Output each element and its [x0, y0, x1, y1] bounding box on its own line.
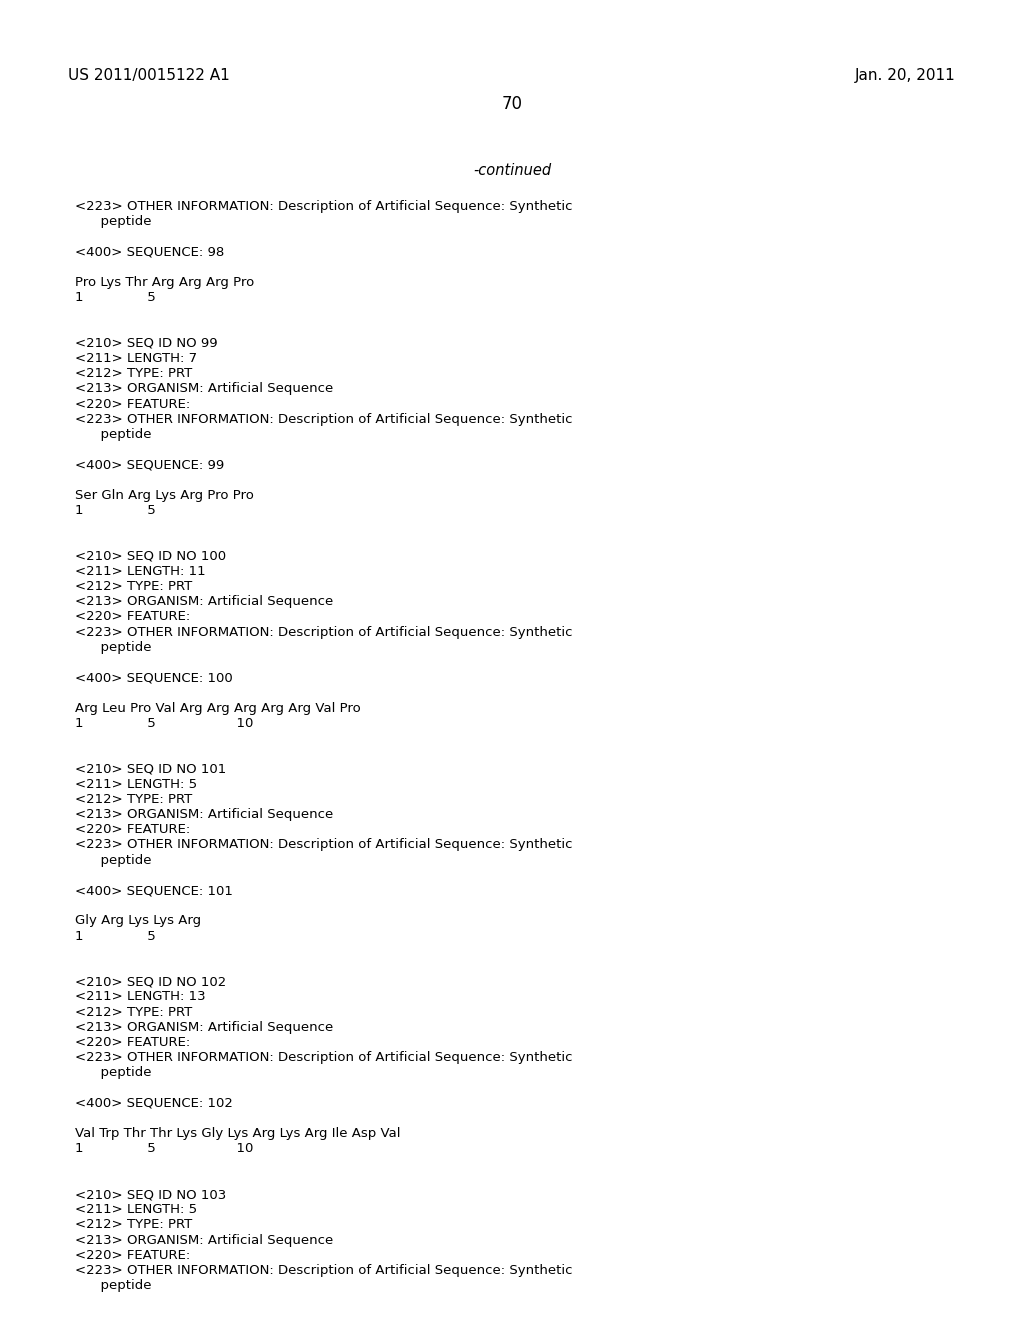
- Text: <223> OTHER INFORMATION: Description of Artificial Sequence: Synthetic: <223> OTHER INFORMATION: Description of …: [75, 1265, 572, 1276]
- Text: <211> LENGTH: 7: <211> LENGTH: 7: [75, 352, 198, 366]
- Text: -continued: -continued: [473, 162, 551, 178]
- Text: <212> TYPE: PRT: <212> TYPE: PRT: [75, 1006, 193, 1019]
- Text: <211> LENGTH: 5: <211> LENGTH: 5: [75, 777, 198, 791]
- Text: peptide: peptide: [75, 1279, 152, 1292]
- Text: 1               5: 1 5: [75, 504, 156, 517]
- Text: Gly Arg Lys Lys Arg: Gly Arg Lys Lys Arg: [75, 915, 201, 928]
- Text: <220> FEATURE:: <220> FEATURE:: [75, 397, 190, 411]
- Text: <223> OTHER INFORMATION: Description of Artificial Sequence: Synthetic: <223> OTHER INFORMATION: Description of …: [75, 201, 572, 213]
- Text: 1               5                   10: 1 5 10: [75, 717, 253, 730]
- Text: <211> LENGTH: 5: <211> LENGTH: 5: [75, 1204, 198, 1216]
- Text: <220> FEATURE:: <220> FEATURE:: [75, 824, 190, 836]
- Text: <220> FEATURE:: <220> FEATURE:: [75, 1036, 190, 1049]
- Text: <210> SEQ ID NO 99: <210> SEQ ID NO 99: [75, 337, 218, 350]
- Text: <213> ORGANISM: Artificial Sequence: <213> ORGANISM: Artificial Sequence: [75, 808, 333, 821]
- Text: <210> SEQ ID NO 100: <210> SEQ ID NO 100: [75, 549, 226, 562]
- Text: <213> ORGANISM: Artificial Sequence: <213> ORGANISM: Artificial Sequence: [75, 1020, 333, 1034]
- Text: Jan. 20, 2011: Jan. 20, 2011: [855, 69, 956, 83]
- Text: <400> SEQUENCE: 99: <400> SEQUENCE: 99: [75, 458, 224, 471]
- Text: <211> LENGTH: 11: <211> LENGTH: 11: [75, 565, 206, 578]
- Text: <212> TYPE: PRT: <212> TYPE: PRT: [75, 793, 193, 805]
- Text: Pro Lys Thr Arg Arg Arg Pro: Pro Lys Thr Arg Arg Arg Pro: [75, 276, 254, 289]
- Text: <220> FEATURE:: <220> FEATURE:: [75, 1249, 190, 1262]
- Text: <213> ORGANISM: Artificial Sequence: <213> ORGANISM: Artificial Sequence: [75, 383, 333, 396]
- Text: peptide: peptide: [75, 215, 152, 228]
- Text: <220> FEATURE:: <220> FEATURE:: [75, 610, 190, 623]
- Text: <211> LENGTH: 13: <211> LENGTH: 13: [75, 990, 206, 1003]
- Text: peptide: peptide: [75, 854, 152, 867]
- Text: <400> SEQUENCE: 101: <400> SEQUENCE: 101: [75, 884, 232, 898]
- Text: <210> SEQ ID NO 101: <210> SEQ ID NO 101: [75, 763, 226, 775]
- Text: 1               5: 1 5: [75, 292, 156, 304]
- Text: <212> TYPE: PRT: <212> TYPE: PRT: [75, 579, 193, 593]
- Text: peptide: peptide: [75, 428, 152, 441]
- Text: 1               5                   10: 1 5 10: [75, 1142, 253, 1155]
- Text: <213> ORGANISM: Artificial Sequence: <213> ORGANISM: Artificial Sequence: [75, 1234, 333, 1246]
- Text: US 2011/0015122 A1: US 2011/0015122 A1: [68, 69, 229, 83]
- Text: <223> OTHER INFORMATION: Description of Artificial Sequence: Synthetic: <223> OTHER INFORMATION: Description of …: [75, 1051, 572, 1064]
- Text: Ser Gln Arg Lys Arg Pro Pro: Ser Gln Arg Lys Arg Pro Pro: [75, 488, 254, 502]
- Text: peptide: peptide: [75, 640, 152, 653]
- Text: <400> SEQUENCE: 100: <400> SEQUENCE: 100: [75, 671, 232, 684]
- Text: <400> SEQUENCE: 98: <400> SEQUENCE: 98: [75, 246, 224, 259]
- Text: peptide: peptide: [75, 1067, 152, 1080]
- Text: 1               5: 1 5: [75, 929, 156, 942]
- Text: <223> OTHER INFORMATION: Description of Artificial Sequence: Synthetic: <223> OTHER INFORMATION: Description of …: [75, 838, 572, 851]
- Text: <223> OTHER INFORMATION: Description of Artificial Sequence: Synthetic: <223> OTHER INFORMATION: Description of …: [75, 413, 572, 426]
- Text: <212> TYPE: PRT: <212> TYPE: PRT: [75, 367, 193, 380]
- Text: <400> SEQUENCE: 102: <400> SEQUENCE: 102: [75, 1097, 232, 1110]
- Text: 70: 70: [502, 95, 522, 114]
- Text: Val Trp Thr Thr Lys Gly Lys Arg Lys Arg Ile Asp Val: Val Trp Thr Thr Lys Gly Lys Arg Lys Arg …: [75, 1127, 400, 1140]
- Text: <212> TYPE: PRT: <212> TYPE: PRT: [75, 1218, 193, 1232]
- Text: <223> OTHER INFORMATION: Description of Artificial Sequence: Synthetic: <223> OTHER INFORMATION: Description of …: [75, 626, 572, 639]
- Text: <213> ORGANISM: Artificial Sequence: <213> ORGANISM: Artificial Sequence: [75, 595, 333, 609]
- Text: <210> SEQ ID NO 102: <210> SEQ ID NO 102: [75, 975, 226, 989]
- Text: Arg Leu Pro Val Arg Arg Arg Arg Arg Val Pro: Arg Leu Pro Val Arg Arg Arg Arg Arg Val …: [75, 702, 360, 714]
- Text: <210> SEQ ID NO 103: <210> SEQ ID NO 103: [75, 1188, 226, 1201]
